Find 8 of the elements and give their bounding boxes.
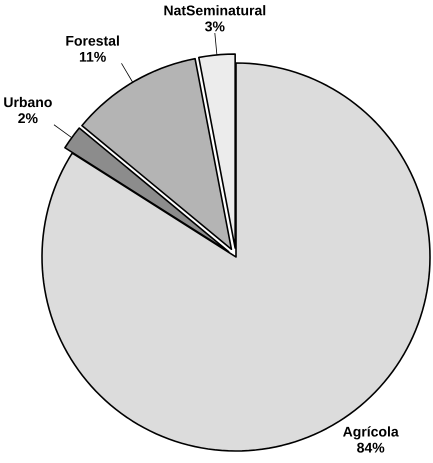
data-label: 84%	[357, 442, 384, 453]
slice-label: Agrícola	[343, 426, 399, 440]
slice-label: NatSeminatural	[164, 5, 266, 16]
data-label: 2%	[18, 113, 38, 124]
data-label: 3%	[205, 21, 225, 32]
slice-label: Forestal	[66, 35, 119, 46]
slice-label: Urbano	[4, 96, 52, 108]
data-label: 11%	[80, 52, 106, 62]
